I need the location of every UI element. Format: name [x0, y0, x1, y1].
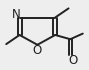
Text: N: N [12, 7, 20, 21]
Text: O: O [68, 54, 78, 67]
Text: O: O [33, 44, 42, 57]
